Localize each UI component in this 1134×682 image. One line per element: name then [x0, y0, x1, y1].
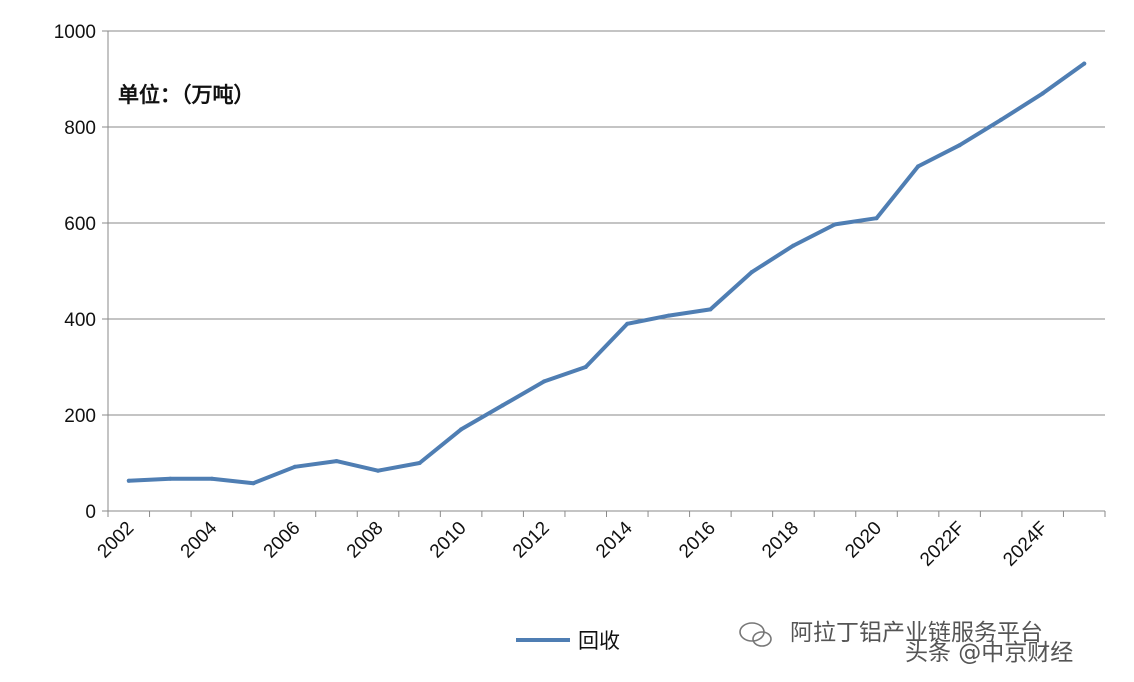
data-point — [583, 365, 588, 369]
data-point — [1082, 61, 1087, 66]
y-tick-label: 0 — [85, 502, 96, 523]
x-tick-label: 2006 — [260, 518, 305, 563]
x-tick-label: 2010 — [426, 518, 471, 563]
watermark-line2: 头条 @中京财经 — [905, 640, 1073, 666]
data-point — [833, 222, 837, 227]
data-point — [708, 307, 713, 312]
data-point — [334, 459, 339, 464]
x-tick-label: 2016 — [675, 518, 720, 563]
axes — [107, 31, 1105, 512]
watermark: 阿拉丁铝产业链服务平台 头条 @中京财经 — [739, 620, 1073, 666]
data-point — [500, 403, 505, 408]
x-tick-label: 2002 — [94, 518, 139, 563]
data-point — [999, 117, 1004, 122]
gridlines — [108, 30, 1105, 416]
data-point — [791, 243, 796, 248]
y-tick-label: 600 — [64, 214, 96, 235]
data-point — [292, 464, 297, 469]
data-point — [957, 143, 962, 148]
series-line — [126, 61, 1087, 486]
series-group — [126, 61, 1087, 486]
x-tick-label: 2018 — [758, 518, 803, 563]
x-tick-label: 2020 — [841, 518, 886, 563]
data-point — [168, 476, 173, 481]
data-point — [749, 270, 754, 274]
data-point — [874, 216, 879, 221]
unit-label: 单位：（万吨） — [118, 83, 255, 107]
x-tick-label: 2024F — [999, 518, 1052, 571]
data-point — [126, 478, 131, 483]
legend-label: 回收 — [578, 629, 620, 653]
x-tick-label: 2012 — [509, 518, 554, 563]
data-point — [251, 481, 256, 486]
wechat-icon — [739, 622, 772, 647]
y-axis-ticks: 0 200 400 600 800 1000 — [54, 22, 108, 523]
legend: 回收 — [516, 629, 620, 653]
data-point — [625, 321, 630, 326]
y-tick-label: 1000 — [54, 22, 96, 43]
y-tick-label: 200 — [64, 406, 96, 427]
data-point — [666, 313, 671, 318]
data-point — [209, 476, 214, 481]
x-tick-label: 2008 — [343, 518, 388, 563]
x-tick-label: 2022F — [916, 518, 969, 571]
data-point — [1040, 91, 1045, 96]
data-point — [376, 468, 380, 473]
data-point — [459, 427, 464, 432]
x-tick-label: 2004 — [177, 517, 222, 562]
watermark-line1: 阿拉丁铝产业链服务平台 — [790, 620, 1043, 646]
x-tick-label: 2014 — [592, 517, 637, 562]
data-point — [916, 164, 921, 169]
x-axis-ticks: 2002 2004 2006 2008 2010 2012 2014 2016 2018 2020… — [94, 511, 1106, 571]
y-tick-label: 800 — [64, 118, 96, 139]
data-point — [417, 461, 422, 465]
y-tick-label: 400 — [64, 310, 96, 331]
data-point — [542, 379, 547, 384]
